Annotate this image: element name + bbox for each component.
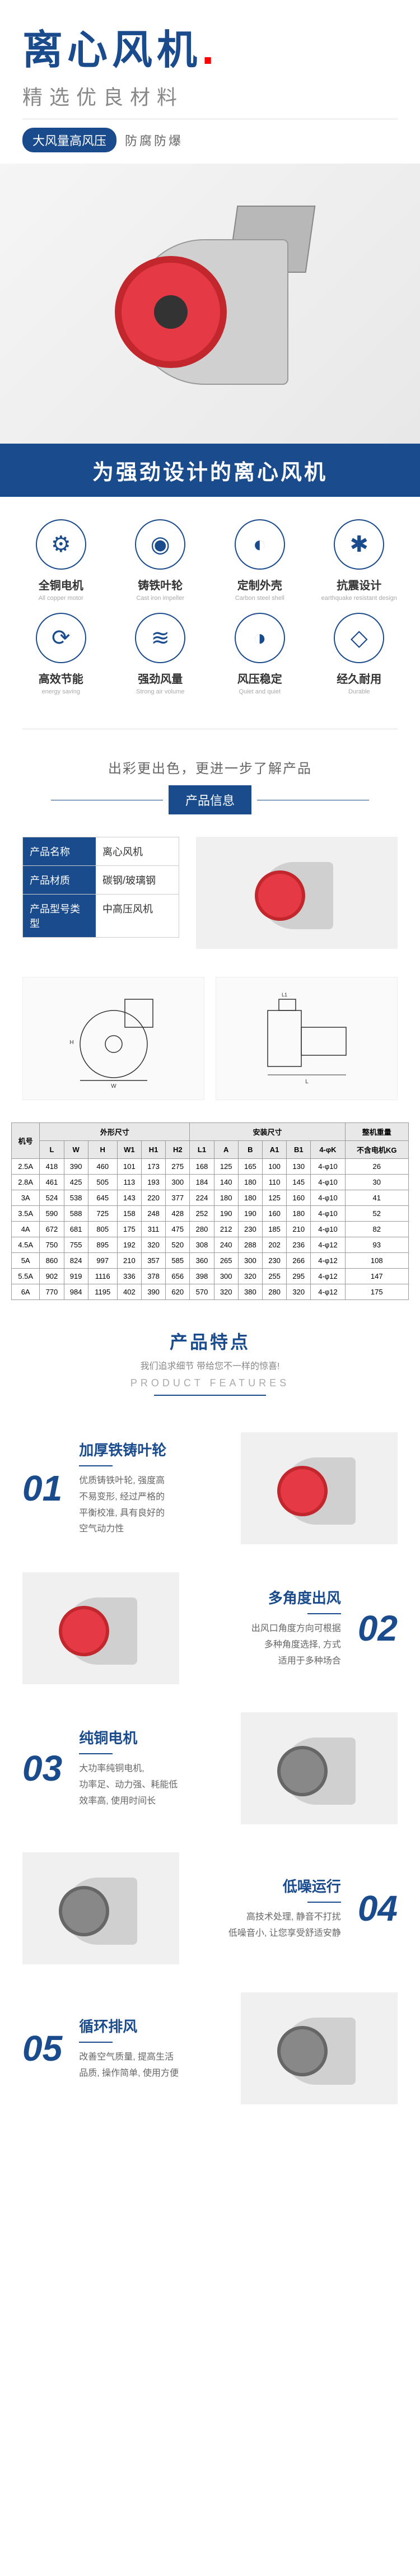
feature-name: 全铜电机: [17, 576, 105, 593]
feature-en: All copper motor: [17, 595, 105, 602]
feature-name: 抗震设计: [315, 576, 404, 593]
table-row: 6A77098411954023906205703203802803204-φ1…: [12, 1284, 409, 1300]
feature-item: ◐ 定制外壳 Carbon steel shell: [216, 519, 304, 602]
info-table: 产品名称 离心风机产品材质 碳钢/玻璃钢产品型号类型 中高压风机: [22, 837, 179, 949]
feat-title: 纯铜电机: [79, 1727, 224, 1748]
feat-image: [241, 1432, 398, 1544]
section-info-title: 出彩更出色，更进一步了解产品 产品信息: [0, 740, 420, 820]
feature-en: Carbon steel shell: [216, 595, 304, 602]
svg-text:H: H: [69, 1040, 73, 1046]
feat-image: [241, 1992, 398, 2104]
spec-table: 机号外形尺寸安装尺寸整机重量LWHW1H1H2L1ABA1B14-φK不含电机K…: [11, 1122, 409, 1300]
feature-icon: ⚙: [36, 519, 86, 570]
svg-text:L: L: [305, 1079, 309, 1085]
feature-icon: ⟳: [36, 613, 86, 663]
tag-dark: 大风量高风压: [22, 128, 116, 152]
feature-icon: ✱: [334, 519, 384, 570]
table-row: 5A8608249972103575853602653002302664-φ12…: [12, 1253, 409, 1269]
feature-row: 03 纯铜电机 大功率纯铜电机,功率足、动力强、耗能低效率高, 使用时间长: [0, 1698, 420, 1838]
feature-en: Quiet and quiet: [216, 688, 304, 695]
feature-row: 05 循环排风 改善空气质量, 提高生活品质, 操作简单, 使用方便: [0, 1978, 420, 2118]
feature-name: 铸铁叶轮: [116, 576, 205, 593]
feat-image: [241, 1712, 398, 1824]
feature-icon: ◉: [135, 519, 185, 570]
diagram-front: W H: [22, 977, 204, 1100]
technical-diagrams: W H L L1: [0, 966, 420, 1111]
feat-desc: 大功率纯铜电机,功率足、动力强、耗能低效率高, 使用时间长: [79, 1761, 224, 1809]
feature-item: ⟳ 高效节能 energy saving: [17, 613, 105, 695]
features-grid: ⚙ 全铜电机 All copper motor◉ 铸铁叶轮 Cast iron …: [0, 497, 420, 718]
info-row: 产品型号类型 中高压风机: [22, 894, 179, 938]
feature-icon: ◑: [235, 613, 285, 663]
feat-num: 01: [22, 1470, 62, 1506]
feature-row: 01 加厚铁铸叶轮 优质铸铁叶轮, 强度高不易变形, 经过严格的平衡校准, 具有…: [0, 1418, 420, 1558]
feature-item: ✱ 抗震设计 earthquake resistant design: [315, 519, 404, 602]
feat-desc: 优质铸铁叶轮, 强度高不易变形, 经过严格的平衡校准, 具有良好的空气动力性: [79, 1473, 224, 1538]
hero-subtitle: 精选优良材料: [22, 81, 398, 110]
diagram-side: L L1: [216, 977, 398, 1100]
feat-image: [22, 1572, 179, 1684]
hero-section: 离心风机. 精选优良材料 大风量高风压 防腐防爆: [0, 0, 420, 152]
feature-icon: ◐: [235, 519, 285, 570]
info-block: 产品名称 离心风机产品材质 碳钢/玻璃钢产品型号类型 中高压风机: [0, 820, 420, 966]
feat-image: [22, 1852, 179, 1964]
feat-num: 03: [22, 1750, 62, 1786]
table-row: 3.5A5905887251582484282521901901601804-φ…: [12, 1206, 409, 1222]
feature-en: Strong air volume: [116, 688, 205, 695]
feature-en: Durable: [315, 688, 404, 695]
feature-item: ⚙ 全铜电机 All copper motor: [17, 519, 105, 602]
info-row: 产品材质 碳钢/玻璃钢: [22, 865, 179, 895]
feat-num: 05: [22, 2030, 62, 2066]
feat-num: 04: [358, 1890, 398, 1926]
product-features-section: 产品特点 我们追求细节 带给您不一样的惊喜! PRODUCT FEATURES …: [0, 1311, 420, 2135]
table-row: 2.5A4183904601011732751681251651001304-φ…: [12, 1159, 409, 1175]
feat-title: 循环排风: [79, 2015, 224, 2036]
feature-en: earthquake resistant design: [315, 595, 404, 602]
info-value: 离心风机: [96, 837, 179, 865]
feature-name: 风压稳定: [216, 670, 304, 686]
info-label: 产品材质: [23, 866, 96, 894]
info-value: 碳钢/玻璃钢: [96, 866, 179, 894]
svg-text:W: W: [111, 1083, 116, 1089]
feat-num: 02: [358, 1610, 398, 1646]
feature-item: ◑ 风压稳定 Quiet and quiet: [216, 613, 304, 695]
feat-title: 加厚铁铸叶轮: [79, 1439, 224, 1460]
banner: 为强劲设计的离心风机: [0, 444, 420, 497]
table-row: 3A5245386451432203772241801801251604-φ10…: [12, 1190, 409, 1206]
feature-en: energy saving: [17, 688, 105, 695]
table-row: 5.5A90291911163363786563983003202552954-…: [12, 1269, 409, 1284]
table-row: 4A6726818051753114752802122301852104-φ10…: [12, 1222, 409, 1237]
feature-name: 定制外壳: [216, 576, 304, 593]
feature-icon: ◇: [334, 613, 384, 663]
feature-en: Cast iron impeller: [116, 595, 205, 602]
feat-desc: 出风口角度方向可根据多种角度选择, 方式适用于多种场合: [196, 1621, 341, 1669]
hero-product-image: [0, 164, 420, 444]
feature-name: 强劲风量: [116, 670, 205, 686]
info-label: 产品型号类型: [23, 895, 96, 937]
feat-desc: 改善空气质量, 提高生活品质, 操作简单, 使用方便: [79, 2049, 224, 2082]
feat-title: 多角度出风: [196, 1587, 341, 1608]
feature-item: ≋ 强劲风量 Strong air volume: [116, 613, 205, 695]
feature-name: 经久耐用: [315, 670, 404, 686]
info-label: 产品名称: [23, 837, 96, 865]
info-product-image: [196, 837, 398, 949]
feature-name: 高效节能: [17, 670, 105, 686]
feature-item: ◉ 铸铁叶轮 Cast iron impeller: [116, 519, 205, 602]
tag-light: 防腐防爆: [125, 131, 183, 149]
info-row: 产品名称 离心风机: [22, 837, 179, 866]
feat-desc: 高技术处理, 静音不打扰低噪音小, 让您享受舒适安静: [196, 1909, 341, 1942]
info-value: 中高压风机: [96, 895, 179, 937]
svg-text:L1: L1: [281, 992, 287, 998]
hero-tags: 大风量高风压 防腐防爆: [22, 128, 398, 152]
feature-row: 04 低噪运行 高技术处理, 静音不打扰低噪音小, 让您享受舒适安静: [0, 1838, 420, 1978]
features-header: 产品特点 我们追求细节 带给您不一样的惊喜! PRODUCT FEATURES: [0, 1328, 420, 1396]
feature-row: 02 多角度出风 出风口角度方向可根据多种角度选择, 方式适用于多种场合: [0, 1558, 420, 1698]
feature-icon: ≋: [135, 613, 185, 663]
table-row: 2.8A4614255051131933001841401801101454-φ…: [12, 1175, 409, 1190]
feat-title: 低噪运行: [196, 1875, 341, 1896]
table-row: 4.5A7507558951923205203082402882022364-φ…: [12, 1237, 409, 1253]
feature-item: ◇ 经久耐用 Durable: [315, 613, 404, 695]
hero-title: 离心风机.: [22, 17, 398, 76]
